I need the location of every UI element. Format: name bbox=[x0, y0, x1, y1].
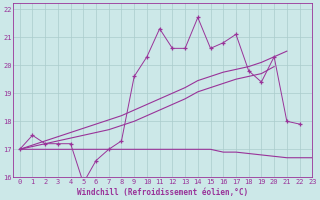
X-axis label: Windchill (Refroidissement éolien,°C): Windchill (Refroidissement éolien,°C) bbox=[77, 188, 248, 197]
